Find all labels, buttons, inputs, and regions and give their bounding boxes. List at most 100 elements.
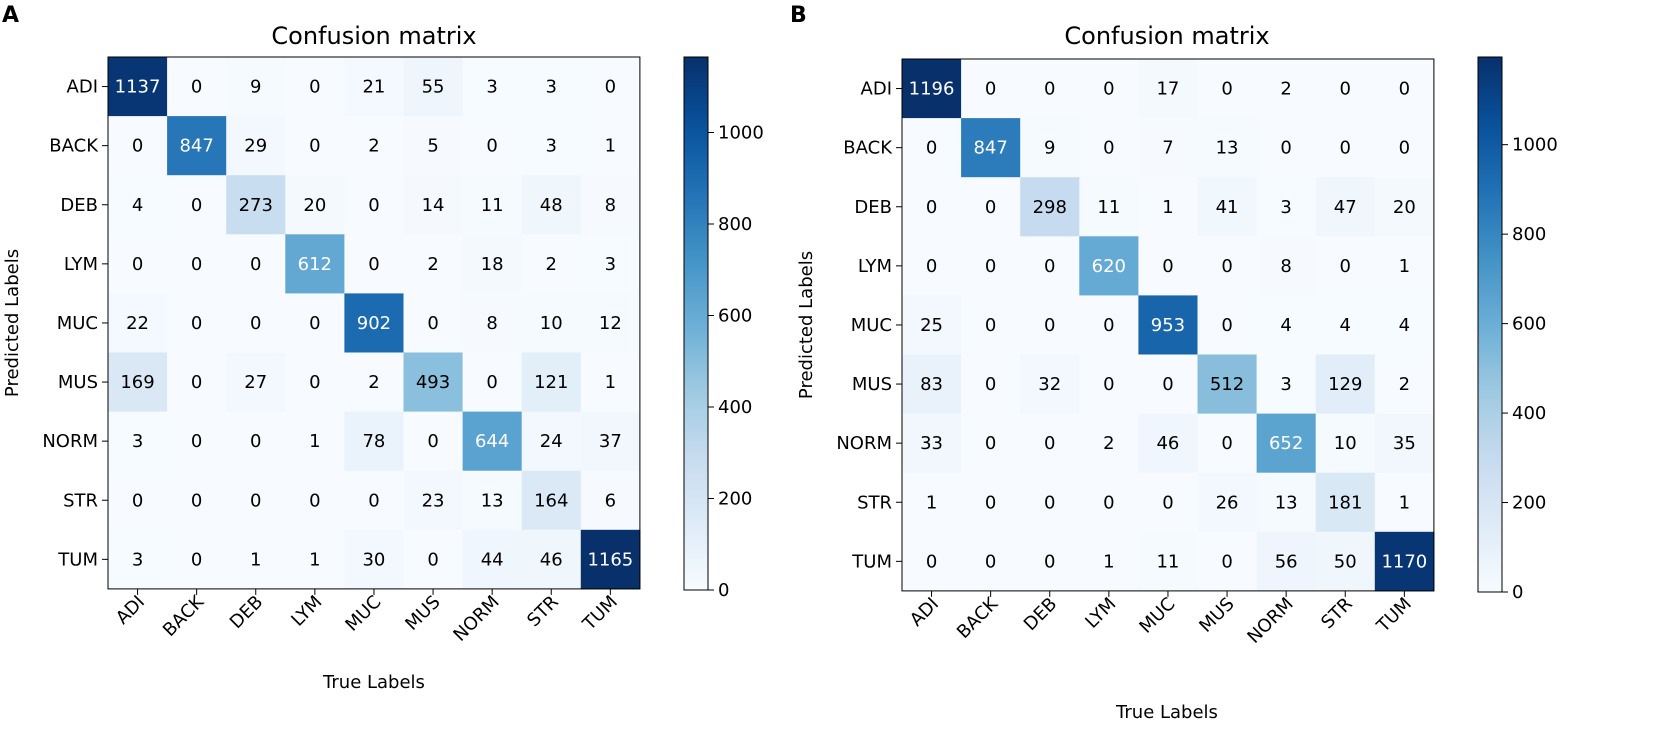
cell-value: 13	[1216, 138, 1239, 159]
cell-value: 847	[179, 136, 213, 157]
matrix-cell	[1256, 413, 1317, 474]
matrix-cell	[403, 411, 464, 472]
cell-value: 11	[1156, 551, 1179, 572]
matrix-cell	[403, 57, 464, 117]
matrix-cell	[961, 177, 1021, 237]
cell-value: 0	[250, 490, 261, 511]
matrix-cell	[1256, 59, 1317, 119]
cell-value: 0	[1399, 79, 1410, 100]
matrix-cell	[580, 116, 641, 176]
cell-value: 13	[1275, 492, 1298, 513]
x-tick-label: DEB	[1020, 594, 1061, 635]
matrix-cell	[1256, 295, 1317, 355]
cell-value: 47	[1334, 197, 1357, 218]
cell-value: 0	[1162, 256, 1173, 277]
y-tick-label: BACK	[843, 138, 893, 159]
cell-value: 3	[546, 136, 557, 157]
cell-value: 27	[244, 372, 267, 393]
cell-value: 0	[309, 136, 320, 157]
matrix-cell	[167, 352, 227, 413]
cell-value: 0	[1221, 551, 1232, 572]
matrix-cell	[226, 529, 286, 590]
cell-value: 11	[1097, 197, 1120, 218]
colorbar-frame	[683, 56, 709, 591]
cell-value: 46	[1156, 433, 1179, 454]
cell-value: 0	[309, 490, 320, 511]
panel-label-b: B	[790, 3, 807, 28]
cell-value: 0	[191, 431, 202, 452]
matrix-cell	[1079, 531, 1139, 592]
cell-value: 4	[1340, 315, 1351, 336]
matrix-cell	[1315, 472, 1376, 533]
matrix-cell	[1138, 59, 1198, 119]
cell-value: 0	[985, 492, 996, 513]
cell-value: 0	[132, 490, 143, 511]
cell-value: 0	[1280, 138, 1291, 159]
cell-value: 1	[1399, 492, 1410, 513]
y-tick-label: DEB	[854, 197, 892, 218]
cell-value: 0	[486, 372, 497, 393]
cell-value: 2	[1103, 433, 1114, 454]
cell-value: 0	[427, 549, 438, 570]
cell-value: 1165	[587, 549, 633, 570]
cell-value: 0	[1221, 256, 1232, 277]
matrix-cell	[1197, 118, 1258, 178]
matrix-cell	[285, 175, 345, 235]
matrix-cell	[1020, 177, 1080, 237]
matrix-cell	[1256, 236, 1317, 296]
cell-value: 0	[309, 313, 320, 334]
matrix-cell	[167, 411, 227, 472]
cell-value: 78	[362, 431, 385, 452]
y-axis-label-a: Predicted Labels	[2, 249, 23, 397]
matrix-cell	[108, 116, 168, 176]
matrix-cell	[285, 57, 345, 117]
matrix-cell	[1020, 118, 1080, 178]
colorbar-tick-label: 200	[718, 488, 752, 509]
cell-value: 0	[309, 77, 320, 98]
cell-value: 0	[427, 313, 438, 334]
matrix-cell	[462, 234, 523, 294]
matrix-cell	[521, 470, 582, 531]
cell-value: 273	[239, 195, 273, 216]
matrix-cell	[1079, 295, 1139, 355]
x-tick-label: ADI	[112, 592, 149, 629]
cell-value: 1	[1162, 197, 1173, 218]
y-axis-label-b: Predicted Labels	[796, 251, 817, 399]
matrix-cell	[1138, 118, 1198, 178]
cell-value: 0	[1162, 374, 1173, 395]
panel-a: A Confusion matrix 1137 0 9 0 21 55 3 3 00 847 29 0…	[2, 3, 764, 693]
matrix-cell	[1138, 295, 1198, 355]
cell-value: 0	[1044, 79, 1055, 100]
cell-value: 0	[926, 551, 937, 572]
x-tick-label: STR	[1317, 594, 1357, 634]
matrix-cell	[1374, 118, 1435, 178]
cell-value: 25	[920, 315, 943, 336]
matrix-cell	[285, 529, 345, 590]
cell-value: 612	[298, 254, 332, 275]
colorbar-tick-label: 600	[718, 305, 752, 326]
matrix-cell	[1020, 413, 1080, 474]
cell-value: 9	[250, 77, 261, 98]
cell-value: 0	[250, 313, 261, 334]
cell-value: 3	[605, 254, 616, 275]
matrix-cell	[108, 234, 168, 294]
matrix-cell	[1020, 59, 1080, 119]
matrix-cell	[1197, 59, 1258, 119]
cell-value: 0	[1103, 492, 1114, 513]
matrix-cell	[285, 116, 345, 176]
matrix-cell	[344, 175, 404, 235]
colorbar-tick-label: 1000	[718, 122, 764, 143]
matrix-cell	[1315, 59, 1376, 119]
matrix-cell	[1374, 295, 1435, 355]
matrix-cell	[580, 470, 641, 531]
matrix-cell	[1079, 236, 1139, 296]
cell-value: 11	[481, 195, 504, 216]
cell-value: 50	[1334, 551, 1357, 572]
cell-value: 0	[1340, 79, 1351, 100]
matrix-cell	[961, 531, 1021, 592]
matrix-cell	[344, 234, 404, 294]
cell-value: 41	[1216, 197, 1239, 218]
matrix-cell	[167, 234, 227, 294]
x-tick-label: ADI	[906, 594, 943, 631]
matrix-cell	[1138, 177, 1198, 237]
